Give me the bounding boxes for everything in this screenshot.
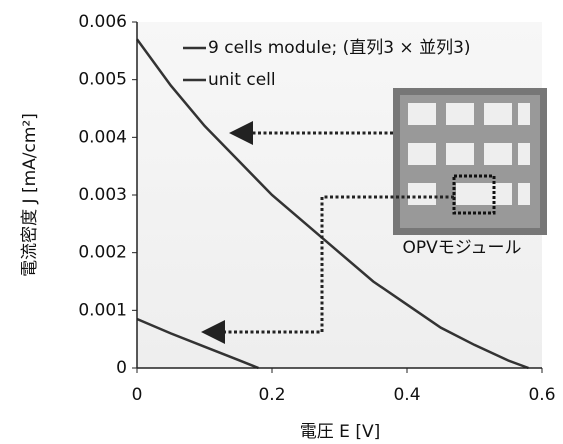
legend-label: unit cell (208, 70, 276, 90)
x-axis-title: 電圧 E [V] (300, 422, 380, 442)
x-tick-label: 0.4 (393, 385, 420, 405)
y-tick-label: 0.005 (78, 70, 127, 90)
legend-label: 9 cells module; (直列3 × 並列3) (208, 38, 471, 58)
y-tick-label: 0.002 (78, 243, 127, 263)
chart: OPVモジュール 電圧 E [V] 電流密度 J [mA/cm²] 0 0.001… (0, 0, 563, 444)
y-axis-title: 電流密度 J [mA/cm²] (20, 113, 40, 277)
module-image (393, 88, 547, 235)
y-tick-label: 0.004 (78, 127, 127, 147)
y-tick-label: 0.003 (78, 185, 127, 205)
y-tick-label: 0.006 (78, 12, 127, 32)
y-tick-label: 0.001 (78, 300, 127, 320)
y-tick-label: 0 (116, 358, 127, 378)
annotation: OPVモジュール (402, 238, 521, 258)
x-tick-label: 0 (132, 385, 143, 405)
x-tick-label: 0.2 (258, 385, 285, 405)
x-tick-label: 0.6 (528, 385, 555, 405)
